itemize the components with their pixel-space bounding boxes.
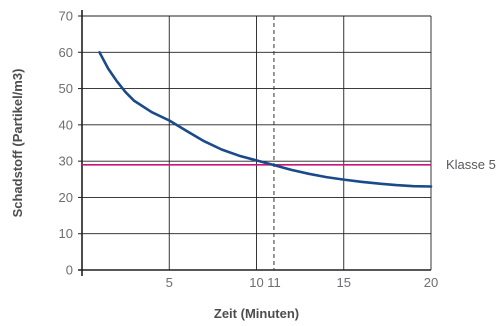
y-tick-label-30: 30 (59, 154, 73, 169)
y-tick-labels: 0 10 20 30 40 50 60 70 (59, 9, 73, 278)
x-tick-label-11: 11 (267, 275, 281, 290)
y-tick-label-70: 70 (59, 9, 73, 24)
x-tick-labels: 5 10 11 15 20 (166, 275, 439, 290)
y-tick-label-0: 0 (66, 263, 73, 278)
axes (78, 10, 431, 276)
y-tick-label-10: 10 (59, 226, 73, 241)
y-tick-label-40: 40 (59, 117, 73, 132)
x-axis-title: Zeit (Minuten) (214, 306, 299, 321)
grid-lines (82, 15, 432, 270)
x-tick-label-5: 5 (166, 275, 173, 290)
x-tick-label-10: 10 (249, 275, 263, 290)
y-tick-label-20: 20 (59, 190, 73, 205)
y-tick-label-60: 60 (59, 45, 73, 60)
x-tick-label-15: 15 (337, 275, 351, 290)
x-tick-label-20: 20 (424, 275, 438, 290)
y-tick-label-50: 50 (59, 81, 73, 96)
y-axis-title: Schadstoff (Partikel/m3) (10, 69, 25, 218)
series-line (98, 51, 433, 188)
reference-line-label: Klasse 5 (446, 157, 496, 172)
